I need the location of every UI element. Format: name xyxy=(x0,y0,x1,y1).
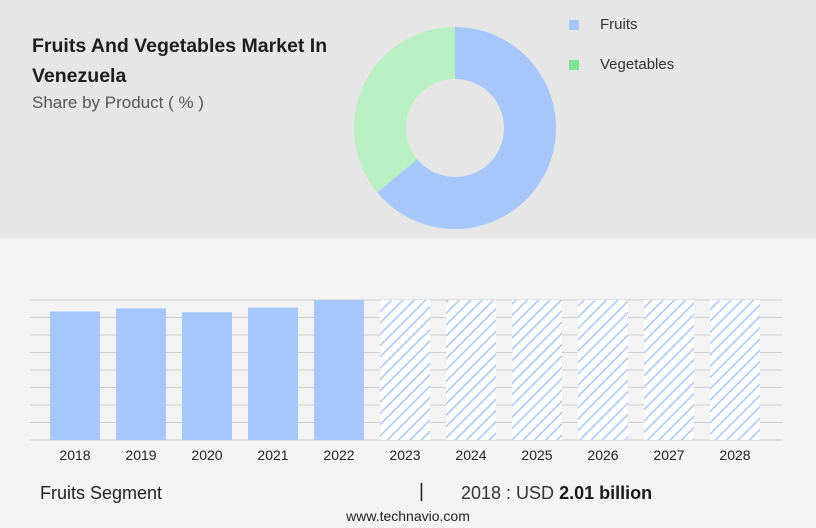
bar-2018 xyxy=(50,311,100,440)
x-tick-label: 2021 xyxy=(257,447,288,463)
footer-value: 2018 : USD 2.01 billion xyxy=(461,483,652,504)
forecast-bar-2024 xyxy=(446,300,496,440)
bar-2021 xyxy=(248,307,298,440)
donut-slice-vegetables xyxy=(353,27,455,193)
footer-segment-label: Fruits Segment xyxy=(40,483,163,503)
forecast-bar-2027 xyxy=(644,300,694,440)
x-tick-label: 2025 xyxy=(521,447,552,463)
footer-year-prefix: 2018 : USD xyxy=(461,483,555,503)
chart-title: Fruits And Vegetables Market In Venezuel… xyxy=(32,35,328,87)
legend-label-fruits: Fruits xyxy=(600,16,638,33)
x-tick-label: 2018 xyxy=(59,447,90,463)
x-tick-label: 2024 xyxy=(455,447,486,463)
footer-separator: | xyxy=(419,481,424,502)
x-tick-label: 2022 xyxy=(323,447,354,463)
footer-value-text: 2.01 billion xyxy=(559,483,653,503)
donut-slice-fruits xyxy=(377,27,556,230)
legend-label-vegetables: Vegetables xyxy=(600,56,675,73)
x-tick-label: 2020 xyxy=(191,447,222,463)
donut-chart xyxy=(353,27,556,230)
bar-chart: 2018 2019 2020 2021 2022 2023 2024 2025 2026 2027… xyxy=(30,299,782,463)
x-tick-label: 2026 xyxy=(587,447,618,463)
forecast-bar-2026 xyxy=(578,300,628,440)
forecast-bar-2025 xyxy=(512,300,562,440)
bar-2020 xyxy=(182,312,232,440)
chart-subtitle: Share by Product ( % ) xyxy=(32,93,204,112)
forecast-bar-2028 xyxy=(710,300,760,440)
bar-2022 xyxy=(314,300,364,440)
x-tick-label: 2023 xyxy=(389,447,420,463)
x-tick-label: 2019 xyxy=(125,447,156,463)
bar-2019 xyxy=(116,308,166,440)
x-tick-label: 2028 xyxy=(719,447,750,463)
forecast-bar-2023 xyxy=(380,300,430,440)
x-tick-label: 2027 xyxy=(653,447,684,463)
legend-swatch-vegetables xyxy=(569,60,579,70)
source-link[interactable]: www.technavio.com xyxy=(346,508,470,524)
legend-swatch-fruits xyxy=(569,20,579,30)
